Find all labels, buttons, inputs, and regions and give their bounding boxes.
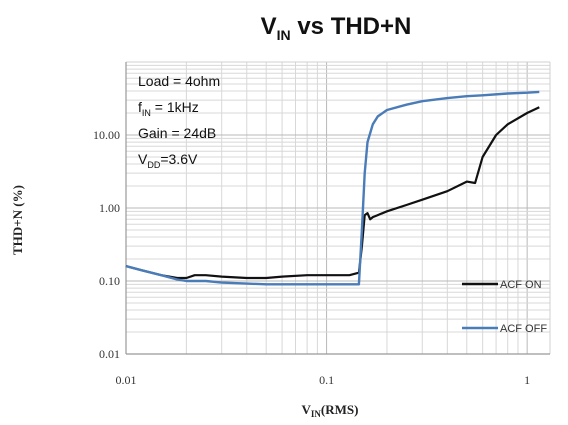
condition-text: Load = 4ohm (138, 73, 220, 89)
tick-labels: 0.01 0.10 1.00 10.00 0.01 0.1 1 (93, 128, 530, 387)
x-tick-label: 0.1 (319, 373, 334, 387)
legend: ACF ON ACF OFF (462, 279, 547, 335)
x-tick-label: 1 (524, 373, 530, 387)
y-tick-label: 0.10 (99, 274, 120, 288)
x-axis-label: VIN(RMS) (302, 402, 359, 419)
y-axis-label: THD+N (%) (10, 185, 25, 255)
series-line-acf-off (125, 90, 540, 286)
chart-title-sub: IN (277, 27, 291, 43)
y-tick-label: 1.00 (99, 201, 120, 215)
x-tick-label: 0.01 (116, 373, 137, 387)
legend-label: ACF OFF (500, 323, 547, 335)
series-layer (125, 90, 540, 286)
x-axis-label-main: V (302, 402, 312, 417)
y-tick-label: 10.00 (93, 128, 120, 142)
x-axis-label-sub: IN (311, 409, 322, 419)
condition-text: Gain = 24dB (138, 125, 216, 141)
condition-text: fIN = 1kHz (138, 99, 199, 118)
chart-title-rest: vs THD+N (291, 13, 412, 40)
y-tick-label: 0.01 (99, 347, 120, 361)
x-axis-label-rest: (RMS) (321, 402, 359, 417)
legend-label: ACF ON (500, 279, 542, 291)
axes (125, 62, 550, 355)
chart-title-main: V (261, 13, 277, 40)
condition-text: VDD=3.6V (138, 151, 198, 170)
grid (125, 61, 551, 355)
chart-title: VIN vs THD+N (261, 13, 412, 43)
test-conditions: Load = 4ohm fIN = 1kHz Gain = 24dB VDD=3.6V (138, 73, 220, 170)
series-line-acf-on (125, 106, 540, 280)
